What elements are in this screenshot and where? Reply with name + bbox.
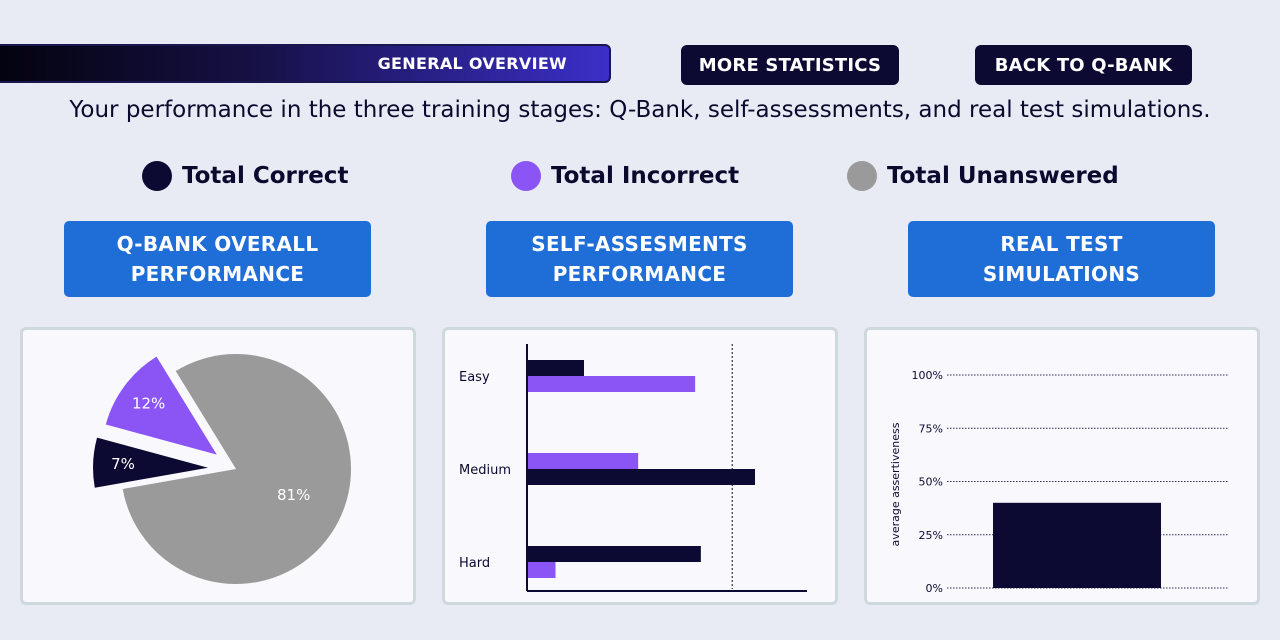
category-label: Medium (459, 463, 511, 478)
bar-chart-panel: Easy Medium Hard (442, 327, 838, 605)
page-subtitle: Your performance in the three training s… (69, 97, 1211, 123)
y-tick-label: 75% (919, 422, 943, 435)
pie-slice-label: 12% (132, 395, 165, 413)
pie-slice-label: 7% (111, 455, 135, 473)
y-tick-label: 25% (919, 529, 943, 542)
pie-slice (93, 437, 209, 488)
bar (527, 453, 639, 469)
pie-slice (105, 356, 217, 455)
legend-label-incorrect: Total Incorrect (551, 163, 740, 189)
tab-general-overview[interactable]: GENERAL OVERVIEW (0, 44, 611, 83)
self-assessments-title: SELF-ASSESMENTS PERFORMANCE (486, 221, 793, 297)
y-axis-label: average assertiveness (889, 422, 902, 546)
qbank-title-line1: Q-BANK OVERALL (116, 232, 319, 256)
category-label: Easy (459, 370, 490, 385)
category-label: Hard (459, 556, 490, 571)
legend-label-unanswered: Total Unanswered (887, 163, 1119, 189)
legend-swatch-unanswered (847, 161, 877, 191)
self-assessments-title-line1: SELF-ASSESMENTS (531, 232, 748, 256)
qbank-title-line2: PERFORMANCE (130, 262, 305, 286)
legend-swatch-correct (142, 161, 172, 191)
simulation-chart-panel: 0% 25% 50% 75% 100% average assertiveness (864, 327, 1260, 605)
bar (993, 502, 1161, 588)
bar (527, 469, 755, 485)
bar (527, 360, 584, 376)
self-assessments-title-line2: PERFORMANCE (552, 262, 727, 286)
vertical-bar-chart: 0% 25% 50% 75% 100% average assertiveness (889, 369, 1229, 595)
legend-item-correct: Total Correct (142, 160, 348, 192)
legend-item-unanswered: Total Unanswered (847, 160, 1119, 192)
legend-item-incorrect: Total Incorrect (511, 160, 739, 192)
qbank-performance-title: Q-BANK OVERALL PERFORMANCE (64, 221, 371, 297)
real-test-title: REAL TEST SIMULATIONS (908, 221, 1215, 297)
legend-label-correct: Total Correct (182, 163, 349, 189)
y-tick-label: 50% (919, 476, 943, 489)
real-test-title-line2: SIMULATIONS (982, 262, 1141, 286)
y-tick-label: 100% (912, 369, 943, 382)
bar (527, 562, 556, 578)
pie-chart-panel: 7% 12% 81% (20, 327, 416, 605)
bar (527, 546, 701, 562)
pie-slice-label: 81% (277, 486, 310, 504)
legend-swatch-incorrect (511, 161, 541, 191)
real-test-title-line1: REAL TEST (1000, 232, 1123, 256)
bar (527, 376, 696, 392)
pie-chart: 7% 12% 81% (93, 354, 352, 584)
y-tick-label: 0% (926, 582, 943, 595)
pie-slice (122, 354, 352, 584)
more-statistics-button[interactable]: MORE STATISTICS (681, 45, 899, 85)
horizontal-bar-chart: Easy Medium Hard (459, 344, 807, 592)
back-to-qbank-button[interactable]: BACK TO Q-BANK (975, 45, 1192, 85)
